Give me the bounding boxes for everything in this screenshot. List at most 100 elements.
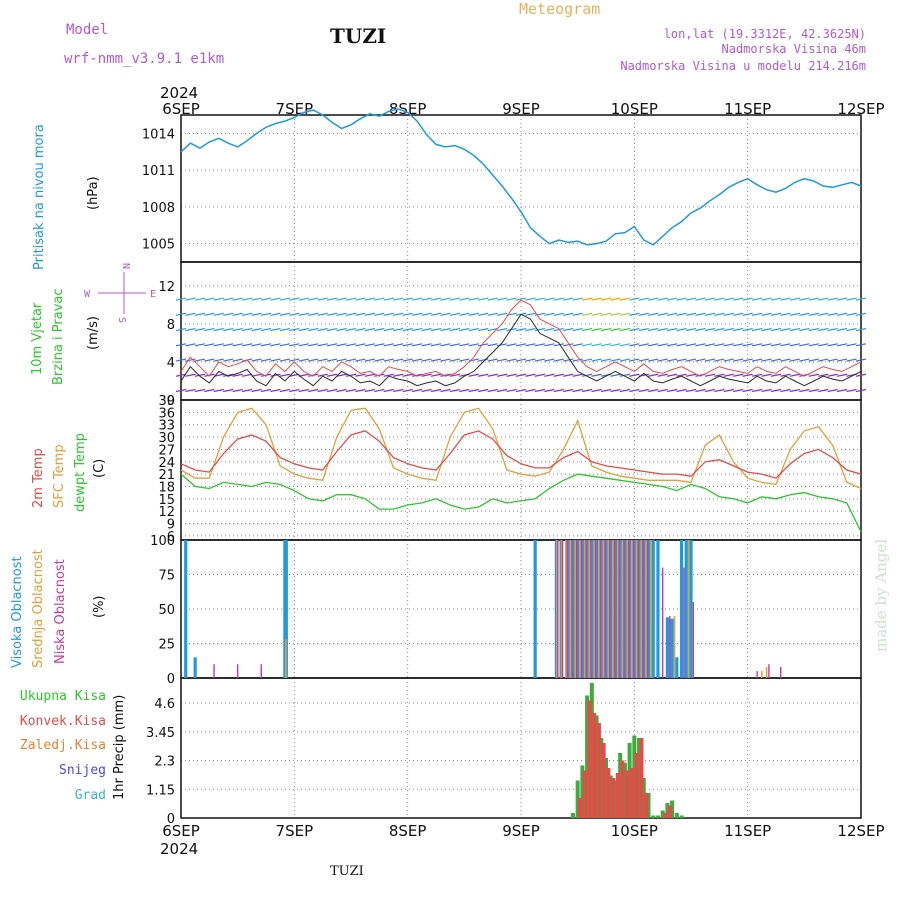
cloud-bar [607, 540, 610, 678]
wind-arrow [185, 297, 196, 301]
cloud-bar [260, 664, 262, 678]
wind-arrow [751, 388, 763, 393]
wind-arrow [553, 358, 564, 362]
x-tick-label-bottom: 11SEP [724, 822, 771, 840]
wind-arrow [175, 327, 187, 332]
wind-arrow [827, 343, 838, 347]
wind-arrow [194, 358, 206, 362]
wind-arrow [506, 343, 517, 347]
x-tick-label-bottom: 6SEP [162, 822, 200, 840]
y-tick-label: 0 [167, 812, 175, 827]
wind-arrow [468, 388, 479, 393]
wind-arrow [685, 373, 697, 377]
wind-arrow [175, 297, 187, 301]
sfc-temp-line [180, 407, 862, 490]
y-tick-label: 50 [158, 603, 175, 618]
wind-arrow [544, 297, 555, 301]
wind-arrow [336, 312, 347, 316]
cloud-ylabel-mid: Srednja Oblacnost [31, 549, 46, 668]
wind-arrow [421, 373, 432, 377]
wind-arrow [666, 312, 678, 316]
wind-arrow [223, 297, 234, 301]
wind-arrow [676, 312, 687, 316]
wind-arrow [591, 358, 602, 362]
wind-arrow [761, 297, 772, 301]
wind-arrow [799, 388, 810, 393]
wind-arrow [449, 343, 461, 347]
wind-arrow [836, 358, 848, 362]
cloud-bar [574, 540, 577, 678]
cloud-ylabel-high: Visoka Oblacnost [10, 556, 25, 668]
wind-arrow [733, 297, 744, 301]
year-bottom: 2024 [160, 840, 198, 858]
precip-legend-total: Ukupna Kisa [20, 689, 106, 704]
wind-arrow [308, 343, 319, 347]
cloud-bar [617, 540, 619, 678]
wind-arrow [629, 312, 640, 316]
cloud-bar [585, 540, 589, 678]
wind-arrow [742, 327, 753, 332]
wind-arrow [818, 388, 829, 393]
precip-bar [613, 780, 618, 818]
wind-arrow [232, 343, 243, 347]
wind-arrow [317, 297, 328, 301]
plot-layer: 1005100810111014048126912151821242730333… [142, 100, 885, 840]
wind-arrow [525, 358, 536, 362]
cloud-bar [236, 664, 239, 678]
wind-arrow [836, 312, 848, 316]
cloud-bar [621, 540, 624, 678]
cloud-bar [193, 657, 197, 678]
wind-arrow [204, 343, 215, 347]
wind-arrow [374, 373, 385, 377]
wind-arrow [411, 343, 423, 347]
wind-arrow [525, 343, 536, 347]
wind-arrow [336, 343, 347, 347]
wind-arrow [544, 388, 555, 393]
wind-arrow [449, 373, 461, 377]
wind-arrow [714, 373, 725, 377]
wind-arrow [751, 373, 763, 377]
precip-bar [663, 813, 668, 818]
wind-arrow [676, 327, 687, 332]
wind-arrow [591, 388, 602, 393]
wind-arrow [714, 358, 725, 362]
wind-arrow [260, 388, 272, 393]
wind-arrow [553, 297, 564, 301]
wind-arrow [563, 388, 574, 393]
cloud-bar [640, 540, 643, 678]
wind-arrow [393, 297, 404, 301]
cloud-bar [637, 540, 641, 678]
wind-arrow [742, 358, 753, 362]
wind-arrow [714, 343, 725, 347]
wind-arrow [355, 297, 366, 301]
wind-arrow [402, 358, 413, 362]
wind-arrow [232, 327, 243, 332]
wind-arrow [638, 343, 649, 347]
wind-arrow [506, 297, 517, 301]
wind-arrow [194, 343, 206, 347]
wind-arrow [251, 388, 262, 393]
wind-arrow [818, 358, 829, 362]
precip-bar [651, 815, 656, 818]
y-tick-label: 1014 [142, 127, 175, 142]
dewpt-temp-line [180, 473, 862, 533]
precip-bar [670, 800, 675, 818]
wind-arrow [506, 327, 517, 332]
cloud-bar [576, 540, 578, 678]
wind-arrow [704, 358, 716, 362]
cloud-bar [612, 540, 614, 678]
wind-arrow [657, 327, 668, 332]
wind-arrow [619, 343, 631, 347]
precip-bar [594, 715, 599, 818]
temp-unit: (C) [92, 459, 107, 478]
cloud-bar [599, 540, 602, 678]
wind-arrow [855, 297, 867, 301]
panel-3: 0 25 50 75 100 [150, 534, 862, 687]
wind-arrow [666, 327, 678, 332]
wind-arrow [515, 358, 527, 362]
cloud-bar [679, 540, 684, 678]
wind-arrow [525, 388, 536, 393]
wind-arrow [317, 343, 328, 347]
wind-arrow [251, 343, 262, 347]
cloud-ylabels: Visoka Oblacnost Srednja Oblacnost Niska… [10, 549, 107, 668]
